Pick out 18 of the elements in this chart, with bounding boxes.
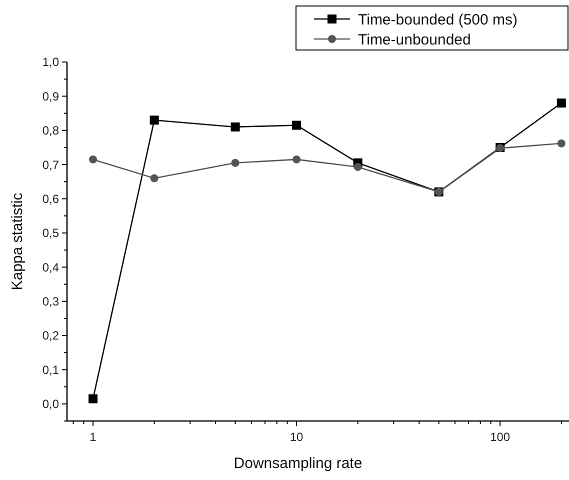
y-tick-label: 0,5	[42, 226, 60, 240]
legend-label: Time-bounded (500 ms)	[358, 11, 518, 28]
y-tick-label: 0,7	[42, 158, 60, 172]
y-tick-label: 0,9	[42, 89, 60, 104]
y-tick-label: 0,8	[42, 124, 60, 138]
y-tick-label: 0,2	[42, 328, 60, 343]
legend-label: Time-unbounded	[358, 31, 471, 48]
y-tick-label: 0,3	[42, 294, 60, 309]
y-tick-label: 1,0	[42, 55, 60, 70]
y-tick-label: 0,1	[42, 362, 60, 377]
y-tick-label: 0,4	[42, 260, 60, 274]
x-tick-label: 100	[490, 430, 510, 444]
y-tick-label: 0,6	[42, 192, 60, 206]
x-tick-label: 1	[90, 430, 97, 444]
y-tick-label: 0,0	[42, 397, 60, 412]
x-tick-label: 10	[290, 430, 304, 444]
y-axis-title: Kappa statistic	[9, 192, 26, 290]
x-axis-title: Downsampling rate	[234, 455, 362, 472]
